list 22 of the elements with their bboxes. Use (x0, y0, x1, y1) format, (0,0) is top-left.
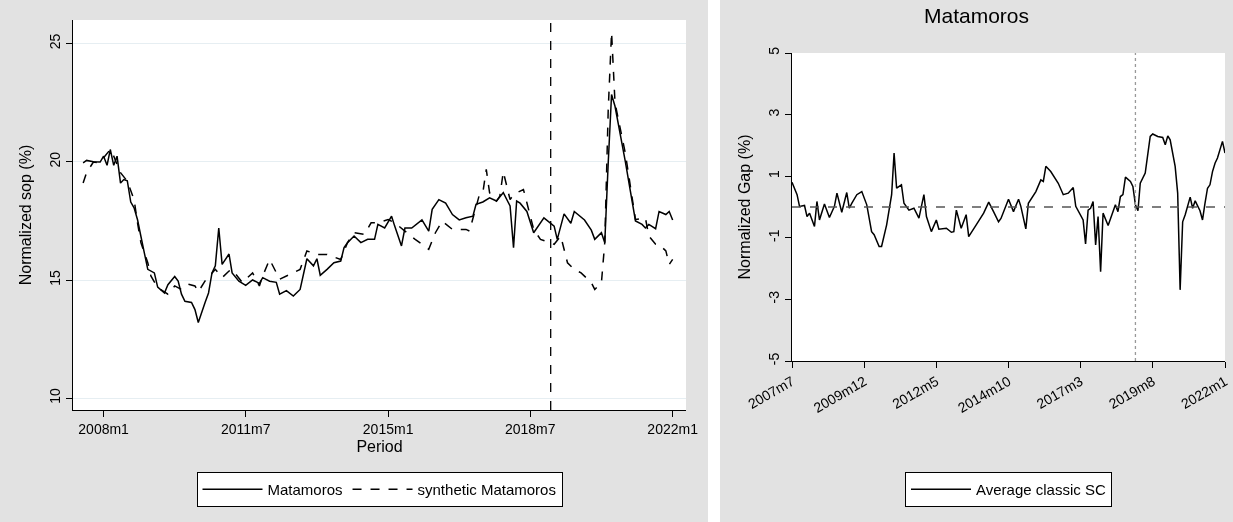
y-tick-label: -3 (766, 290, 783, 304)
y-tick-label: -5 (766, 352, 783, 366)
y-tick-label: 20 (47, 151, 64, 168)
y-tick-label: 3 (766, 108, 783, 117)
x-tick-label: 2015m1 (362, 421, 414, 437)
y-tick-label: 5 (766, 46, 783, 55)
legend-label: Average classic SC (976, 481, 1106, 499)
x-tick-label: 2008m1 (78, 421, 130, 437)
x-tick-label: 2018m7 (504, 421, 556, 437)
x-tick-label: 2011m7 (220, 421, 271, 437)
x-tick-label: 2022m1 (647, 421, 699, 437)
chart-title: Matamoros (923, 3, 1030, 27)
y-tick-label: -1 (766, 229, 783, 242)
legend-label: Matamoros (267, 481, 343, 499)
y-tick-label: 1 (766, 170, 783, 178)
y-tick-label: 25 (47, 33, 64, 50)
legend-label: synthetic Matamoros (417, 481, 556, 499)
x-axis-title: Period (356, 437, 403, 455)
y-axis-title: Normalized Gap (%) (735, 134, 753, 280)
y-axis-title: Normalized sop (%) (16, 144, 34, 286)
y-tick-label: 10 (47, 388, 64, 404)
y-tick-label: 15 (47, 269, 64, 286)
